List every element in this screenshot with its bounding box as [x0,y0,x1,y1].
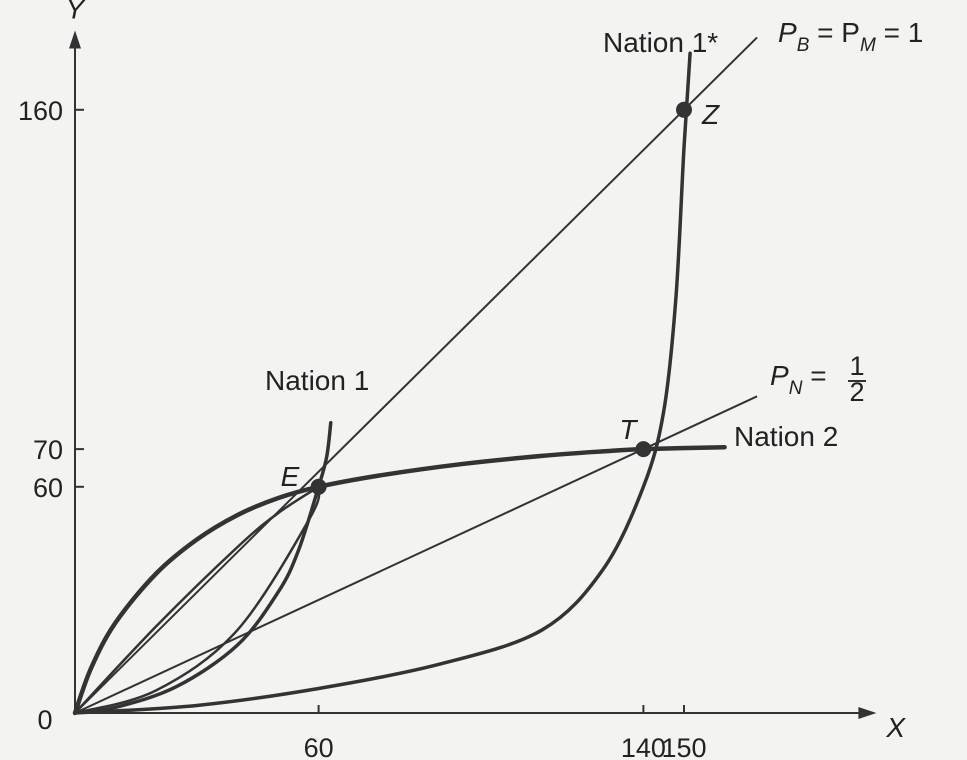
offer-curve [73,485,320,715]
price-rays [74,36,758,714]
ray-label-pn: PN = [770,360,827,399]
fraction-denominator: 2 [849,377,864,407]
x-axis-arrow [858,707,877,719]
fraction-numerator: 1 [849,351,864,381]
ray-label-part: = P [809,17,860,48]
offer-curves [72,51,727,716]
nation1star-label: Nation 1* [603,27,718,58]
x-tick-label: 60 [304,733,334,760]
ray-label-part: N [789,378,803,399]
point-label-Z: Z [701,99,720,130]
x-tick-label: 150 [661,733,706,760]
x-tick-label: 140 [621,733,666,760]
equilibrium-point-marker [676,101,692,118]
ray-label-part: M [860,35,876,56]
ray-label-part: = 1 [876,17,923,48]
equilibrium-point-marker [310,478,327,495]
ray-label-part: P [770,360,789,391]
nation2-label: Nation 2 [734,421,838,452]
ray-label-part: B [797,35,810,56]
point-label-T: T [619,414,638,445]
offer-curve [73,420,333,715]
equilibrium-points [310,101,692,495]
y-axis-label: Y [66,0,87,25]
ray-label-part: P [778,17,797,48]
ray-label-pb-pm: PB = PM = 1 [778,17,923,56]
y-tick-label: 60 [33,473,63,503]
y-tick-label: 70 [33,435,63,465]
origin-label: 0 [37,705,52,735]
y-axis-arrow [69,30,81,49]
y-tick-label: 160 [18,96,63,126]
price-ray-line [74,36,758,714]
nation1-label: Nation 1 [265,365,369,396]
x-axis-label: X [885,712,906,743]
equilibrium-point-marker [635,441,652,458]
offer-curve [73,485,321,715]
point-label-E: E [281,461,300,492]
offer-curve [73,51,692,715]
ray-label-part: = [802,360,826,391]
